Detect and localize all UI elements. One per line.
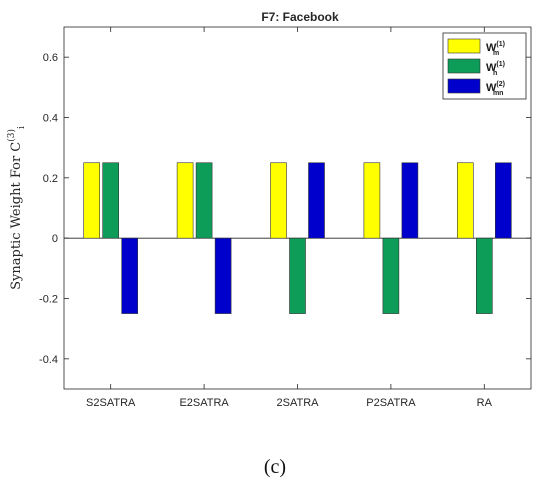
y-axis-label: Synaptic Weight For C(3)i (6, 126, 27, 290)
legend-swatch (447, 58, 481, 74)
y-axis-label-text: Synaptic Weight For C(3)i (6, 126, 27, 290)
bar (494, 162, 512, 239)
bar-chart: F7: Facebook -0.4 -0.2 0 0.2 0.4 0.6 S2SATRA E2… (6, 10, 532, 409)
legend-label: W(1) n (486, 61, 505, 77)
x-tick-label: 2SATRA (277, 397, 320, 409)
legend-swatch (447, 38, 481, 54)
bar (363, 162, 381, 239)
legend-label: W(1) m (486, 41, 505, 57)
y-tick-label: 0.2 (43, 173, 58, 185)
chart-title: F7: Facebook (261, 10, 339, 24)
legend: W(1) m W(1) n W(2) mn (442, 32, 527, 100)
y-tick-label: 0.4 (43, 113, 58, 125)
bar (195, 162, 213, 239)
bar (401, 162, 419, 239)
bar (270, 162, 287, 239)
y-tick-label: -0.4 (39, 354, 58, 366)
x-tick-label: E2SATRA (179, 397, 229, 409)
bar (456, 162, 474, 239)
y-tick-label: 0.6 (43, 52, 58, 64)
y-tick-label: 0 (52, 233, 58, 245)
legend-label: W(2) mn (486, 81, 505, 97)
x-tick-label: RA (477, 397, 493, 409)
bar (102, 162, 119, 239)
bar (214, 237, 232, 314)
bar (176, 162, 194, 239)
y-tick-label: -0.2 (39, 294, 58, 306)
x-tick-label: P2SATRA (366, 397, 416, 409)
bar (475, 237, 493, 314)
bar (308, 162, 325, 239)
bar (83, 162, 100, 239)
y-axis-label-sub: i (17, 126, 27, 129)
legend-swatch (447, 78, 481, 94)
bar (121, 237, 138, 314)
x-tick-label: S2SATRA (86, 397, 136, 409)
bar (382, 237, 400, 314)
figure-caption: (c) (263, 456, 287, 478)
bar (289, 237, 306, 314)
y-axis-label-sup: (3) (6, 129, 17, 142)
y-axis-label-main: Synaptic Weight For C (9, 142, 24, 290)
